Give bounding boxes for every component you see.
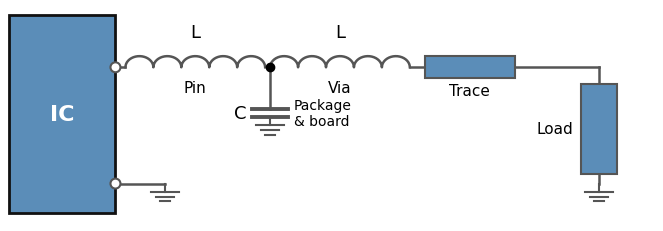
Bar [581, 85, 617, 174]
Bar [9, 15, 115, 213]
Text: L: L [335, 24, 345, 42]
Text: Package
& board: Package & board [294, 98, 352, 129]
Text: Load: Load [537, 122, 573, 137]
Text: L: L [190, 24, 200, 42]
Text: C: C [233, 105, 246, 122]
Text: Via: Via [328, 80, 352, 95]
Circle shape [111, 179, 121, 189]
Text: Pin: Pin [184, 80, 207, 95]
Circle shape [111, 63, 121, 73]
Text: IC: IC [50, 105, 74, 125]
Text: Trace: Trace [450, 83, 490, 98]
Bar [425, 57, 514, 79]
